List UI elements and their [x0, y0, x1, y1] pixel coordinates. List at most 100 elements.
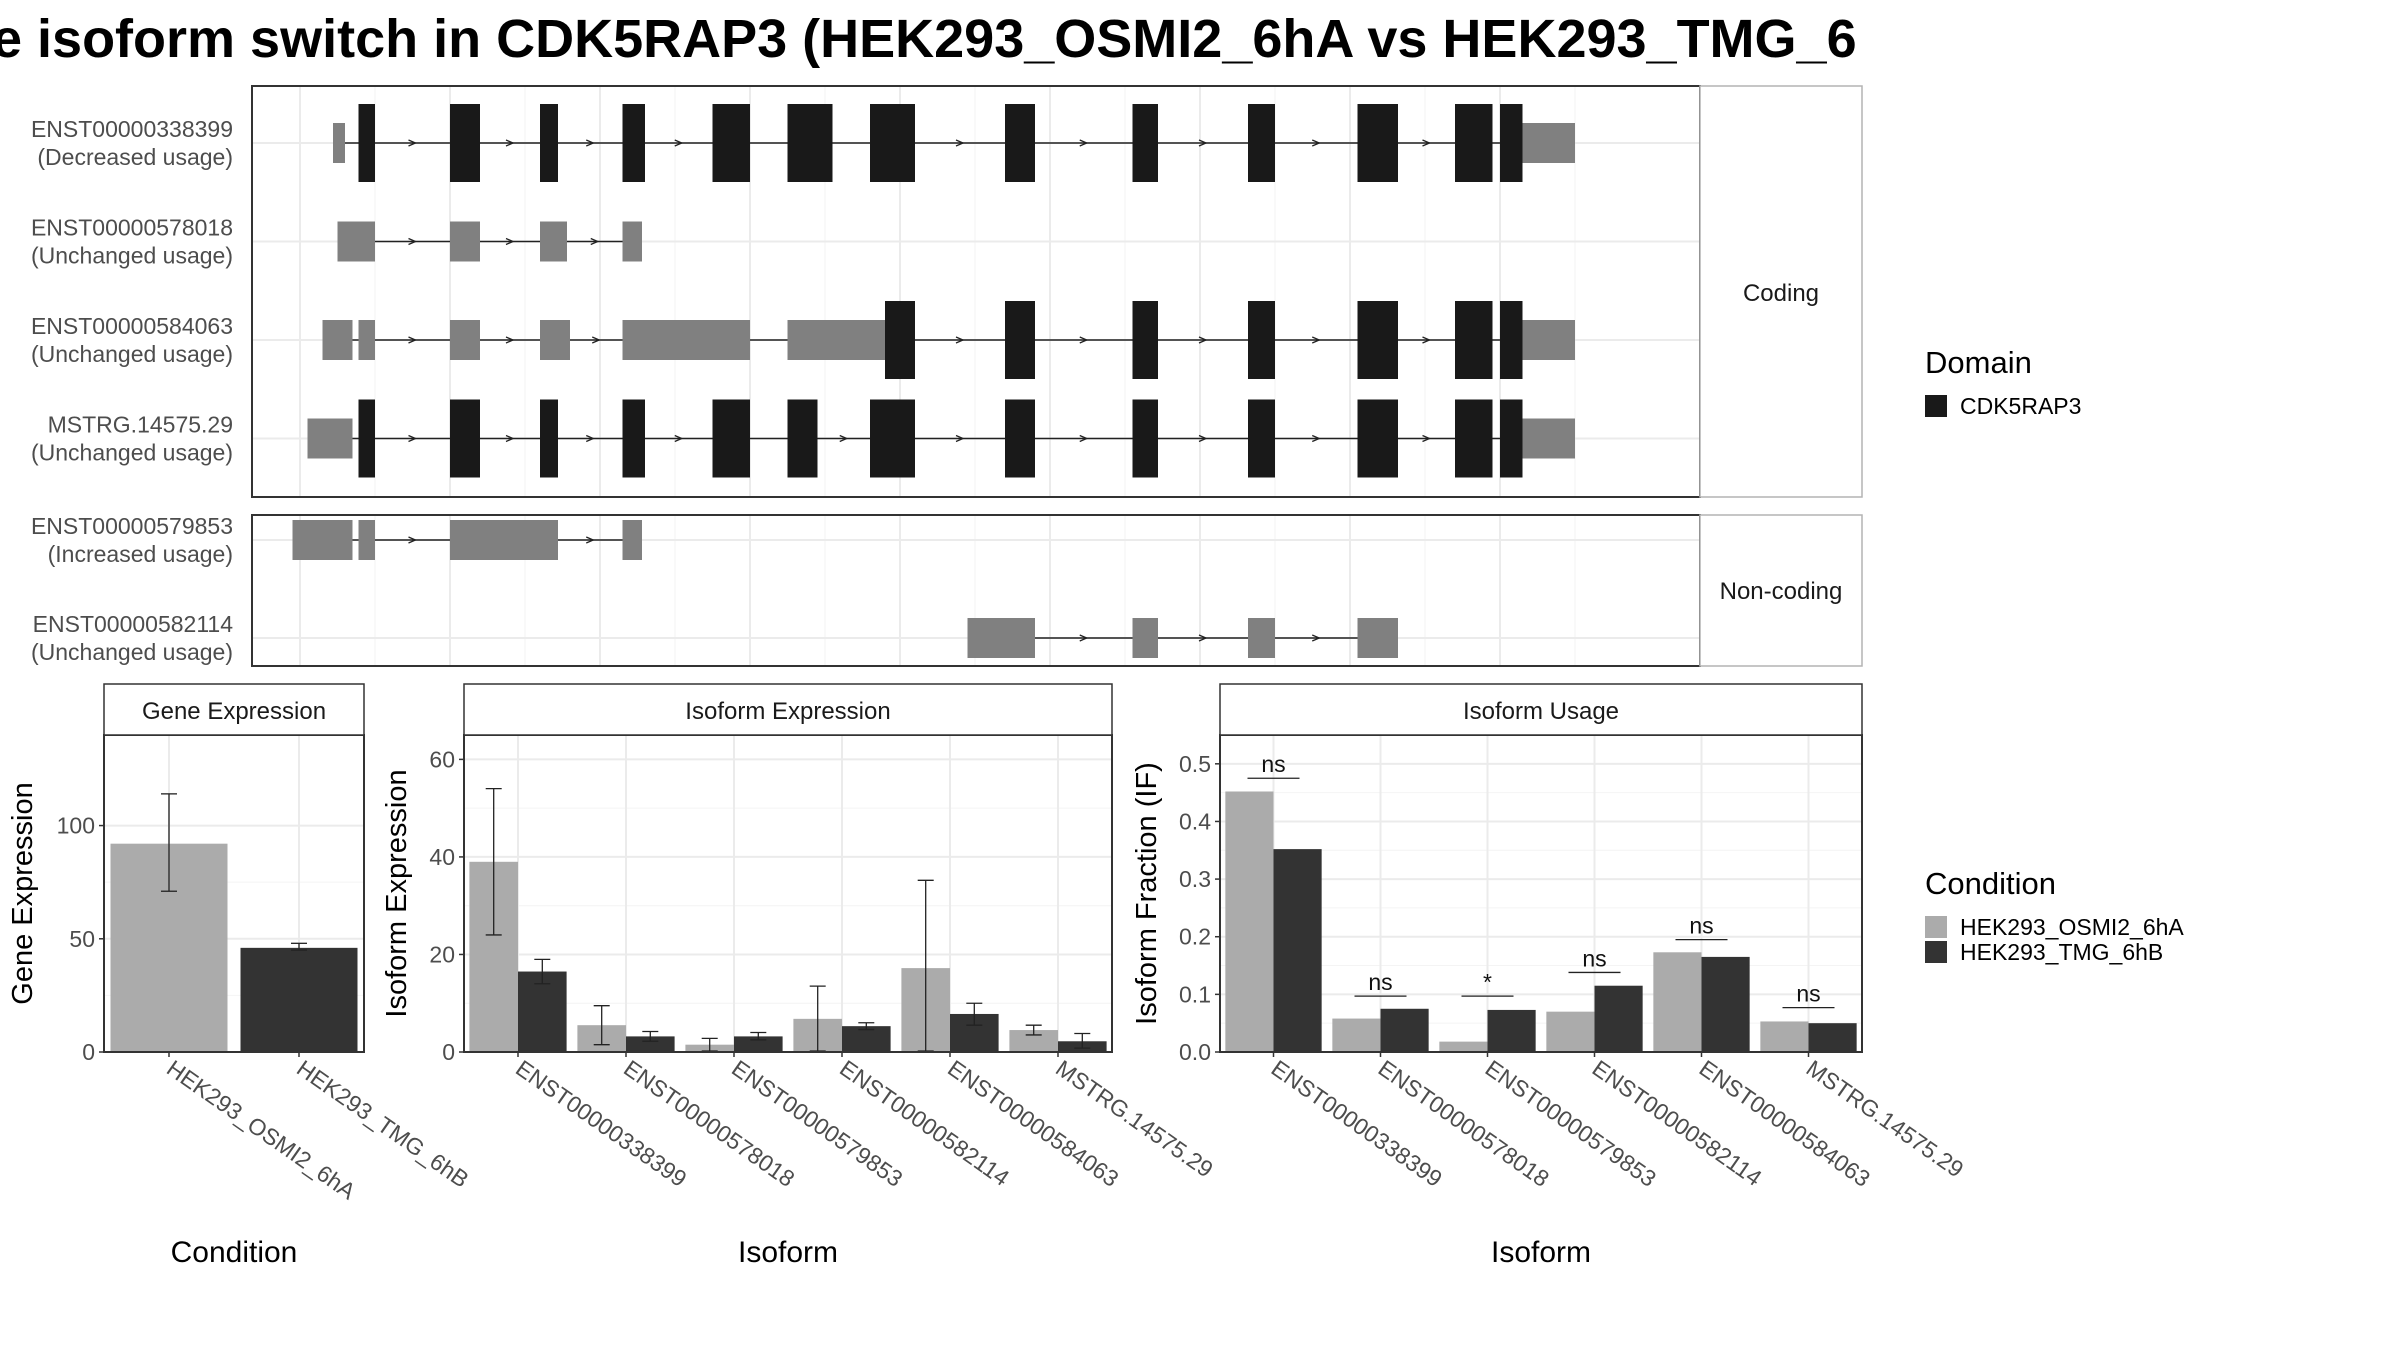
transcript-usage-label: (Unchanged usage) [31, 341, 233, 367]
plot-area [1220, 735, 1862, 1052]
exon-coding [450, 104, 480, 182]
transcript-row: ENST00000338399(Decreased usage) [31, 104, 1700, 182]
condition-legend-swatch-2 [1925, 941, 1947, 963]
bar [1439, 1041, 1488, 1052]
intron-arrow [1198, 434, 1208, 443]
y-tick-label: 20 [429, 941, 455, 967]
y-tick-label: 0.0 [1179, 1039, 1211, 1065]
exon-coding [885, 301, 915, 379]
y-tick-label: 0.3 [1179, 866, 1211, 892]
transcript-id-label: ENST00000584063 [31, 313, 233, 339]
chart-panel: 050100HEK293_OSMI2_6hAHEK293_TMG_6hBGene… [7, 683, 474, 1269]
exon-coding [1455, 399, 1493, 478]
exon-noncoding [342, 123, 345, 163]
exon-coding [787, 399, 818, 478]
intron-arrow [408, 139, 418, 147]
transcript-row: ENST00000584063(Unchanged usage) [31, 301, 1700, 379]
y-tick-label: 0.1 [1179, 981, 1211, 1007]
intron-arrow [839, 434, 849, 443]
transcript-id-label: ENST00000579853 [31, 513, 233, 539]
intron-arrow [585, 139, 595, 147]
exon-coding [1132, 104, 1158, 182]
figure-title: e isoform switch in CDK5RAP3 (HEK293_OSM… [0, 9, 1857, 69]
exon-coding [1005, 104, 1035, 182]
transcript-row: ENST00000579853(Increased usage) [31, 513, 1700, 567]
significance-label: ns [1796, 981, 1820, 1007]
exon-noncoding [337, 221, 375, 262]
intron-arrow [1198, 139, 1208, 147]
y-tick-label: 0 [442, 1039, 455, 1065]
intron-arrow [505, 336, 515, 344]
intron-arrow [955, 336, 965, 344]
bar [1273, 849, 1322, 1052]
significance-label: ns [1261, 751, 1285, 777]
exon-coding [540, 104, 558, 182]
exon-coding [358, 104, 375, 182]
transcript-row: MSTRG.14575.29(Unchanged usage) [31, 399, 1700, 478]
exon-noncoding [450, 520, 558, 560]
exon-noncoding [1522, 320, 1575, 360]
y-tick-label: 100 [57, 813, 95, 839]
exon-noncoding [622, 520, 642, 560]
noncoding-strip-label: Non-coding [1720, 578, 1843, 605]
y-tick-label: 0 [82, 1039, 95, 1065]
intron-arrow [585, 536, 595, 544]
intron-arrow [955, 139, 965, 147]
intron-arrow [1079, 139, 1089, 147]
exon-noncoding [358, 520, 375, 560]
y-axis-label: Isoform Expression [381, 769, 413, 1017]
bar [240, 947, 358, 1052]
exon-coding [1248, 104, 1275, 182]
intron-arrow [408, 336, 418, 344]
legends: Domain CDK5RAP3 Condition HEK293_OSMI2_6hAH… [1925, 345, 2184, 965]
y-tick-label: 0.5 [1179, 751, 1211, 777]
coding-strip-label: Coding [1743, 280, 1819, 307]
transcript-id-label: ENST00000582114 [33, 611, 234, 637]
bar [1225, 791, 1274, 1052]
exon-coding [1005, 301, 1035, 379]
bar [1594, 985, 1643, 1052]
x-axis-label: Isoform [1491, 1236, 1591, 1269]
bar [1760, 1021, 1809, 1052]
exon-coding [870, 104, 915, 182]
exon-coding [1248, 301, 1275, 379]
noncoding-strip [1699, 514, 1863, 667]
exon-coding [870, 399, 915, 478]
transcript-usage-label: (Unchanged usage) [31, 639, 233, 665]
exon-coding [1132, 301, 1158, 379]
y-tick-label: 60 [429, 746, 455, 772]
intron-arrow [408, 237, 418, 246]
exon-noncoding [787, 320, 885, 360]
significance-label: * [1483, 969, 1492, 995]
exon-noncoding [540, 320, 570, 360]
exon-coding [1005, 399, 1035, 478]
exon-coding [1455, 104, 1493, 182]
intron-arrow [1079, 336, 1089, 344]
transcript-id-label: ENST00000338399 [31, 116, 233, 142]
exon-noncoding [622, 320, 750, 360]
intron-arrow [505, 237, 515, 246]
transcript-structure-plot: ENST00000338399(Decreased usage)ENST0000… [31, 85, 1863, 667]
intron-arrow [1422, 139, 1432, 147]
intron-arrow [591, 336, 601, 344]
bar [1546, 1011, 1595, 1052]
exon-coding [1357, 399, 1398, 478]
intron-arrow [674, 434, 684, 443]
exon-noncoding [450, 320, 480, 360]
y-axis-label: Isoform Fraction (IF) [1131, 762, 1163, 1025]
exon-coding [712, 104, 750, 182]
exon-noncoding [450, 221, 480, 262]
bar [1487, 1009, 1536, 1052]
intron-arrow [1311, 139, 1321, 147]
condition-legend-label-1: HEK293_OSMI2_6hA [1960, 914, 2184, 940]
panel-strip [463, 683, 1113, 736]
transcript-row: ENST00000578018(Unchanged usage) [31, 215, 1700, 269]
exon-coding [1132, 399, 1158, 478]
bar [1380, 1008, 1429, 1052]
exon-coding [358, 399, 375, 478]
exon-coding [540, 399, 558, 478]
bar [1701, 956, 1750, 1052]
exon-noncoding [358, 320, 375, 360]
exon-coding [1500, 301, 1523, 379]
